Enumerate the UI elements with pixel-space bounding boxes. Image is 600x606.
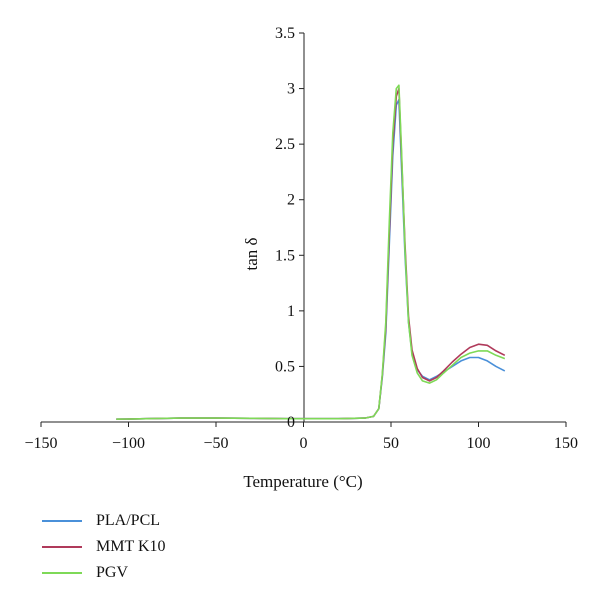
y-tick-label: 1.5 bbox=[275, 247, 295, 264]
y-tick-label: 1 bbox=[287, 303, 295, 320]
x-tick-label: 100 bbox=[467, 435, 491, 452]
legend-label: MMT K10 bbox=[96, 538, 166, 555]
x-tick-label: 0 bbox=[300, 435, 308, 452]
tick-labels: −150 −100 −50 0 50 100 150 0 0.5 1 1.5 2 2.5 3 3.5 bbox=[24, 25, 578, 452]
x-tick-label: −150 bbox=[24, 435, 57, 452]
axes bbox=[40, 32, 567, 427]
y-tick-label: 0.5 bbox=[275, 358, 295, 375]
chart-area: −150 −100 −50 0 50 100 150 0 0.5 1 1.5 2 2.5 3 3.5 Tem… bbox=[24, 25, 578, 491]
legend-swatch-pla-pcl bbox=[42, 520, 82, 522]
legend-label: PLA/PCL bbox=[96, 512, 161, 529]
legend: PLA/PCL MMT K10 PGV bbox=[42, 508, 166, 586]
legend-label: PGV bbox=[96, 564, 129, 581]
x-axis-label: Temperature (°C) bbox=[243, 472, 362, 491]
y-axis-label: tan δ bbox=[242, 237, 261, 270]
legend-swatch-pgv bbox=[42, 572, 82, 574]
series-lines bbox=[116, 84, 506, 420]
y-tick-label: 3.5 bbox=[275, 25, 295, 42]
series-line-pgv bbox=[116, 84, 506, 420]
legend-item-pgv: PGV bbox=[42, 560, 166, 586]
legend-item-mmt-k10: MMT K10 bbox=[42, 534, 166, 560]
y-tick-label: 2.5 bbox=[275, 136, 295, 153]
x-tick-label: 50 bbox=[383, 435, 399, 452]
y-tick-label: 2 bbox=[287, 192, 295, 209]
legend-swatch-mmt-k10 bbox=[42, 546, 82, 548]
x-tick-label: 150 bbox=[554, 435, 578, 452]
x-tick-label: −100 bbox=[112, 435, 145, 452]
x-tick-label: −50 bbox=[203, 435, 228, 452]
y-tick-label: 0 bbox=[287, 414, 295, 431]
y-tick-label: 3 bbox=[287, 81, 295, 98]
legend-item-pla-pcl: PLA/PCL bbox=[42, 508, 166, 534]
